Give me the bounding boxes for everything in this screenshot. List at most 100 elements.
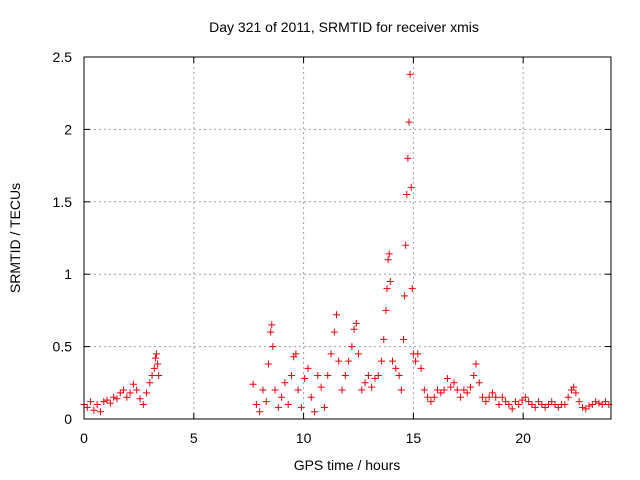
data-point bbox=[406, 70, 414, 78]
data-point bbox=[269, 343, 277, 351]
data-point bbox=[345, 357, 353, 365]
data-point bbox=[262, 398, 270, 406]
data-point bbox=[259, 386, 267, 394]
data-point bbox=[304, 364, 312, 372]
data-point bbox=[447, 383, 455, 391]
axis-ticks: 0 5 10 15 20 0 0.5 1 1.5 2 2.5 bbox=[53, 49, 611, 446]
data-point bbox=[383, 285, 391, 293]
data-point bbox=[148, 372, 156, 380]
y-tick-label: 1 bbox=[64, 266, 72, 282]
data-point bbox=[544, 401, 552, 409]
data-point bbox=[392, 364, 400, 372]
data-point bbox=[386, 277, 394, 285]
data-point bbox=[502, 398, 510, 406]
data-point bbox=[404, 154, 412, 162]
data-point bbox=[453, 386, 461, 394]
y-axis-label: SRMTID / TECUs bbox=[7, 183, 23, 293]
data-point bbox=[120, 386, 128, 394]
data-point bbox=[152, 350, 160, 358]
data-point bbox=[434, 386, 442, 394]
data-point bbox=[106, 399, 114, 407]
data-point bbox=[437, 389, 445, 397]
data-point bbox=[515, 401, 523, 409]
data-point bbox=[541, 403, 549, 411]
data-point bbox=[371, 374, 379, 382]
data-point bbox=[598, 401, 606, 409]
data-point bbox=[83, 403, 91, 411]
data-point bbox=[350, 325, 358, 333]
data-point bbox=[139, 401, 147, 409]
data-point bbox=[402, 241, 410, 249]
x-tick-label: 15 bbox=[406, 430, 422, 446]
data-point bbox=[508, 405, 516, 413]
data-point bbox=[564, 393, 572, 401]
data-point bbox=[457, 393, 465, 401]
data-points bbox=[80, 70, 613, 416]
data-point bbox=[602, 398, 610, 406]
data-point bbox=[495, 401, 503, 409]
data-point bbox=[407, 183, 415, 191]
data-point bbox=[470, 372, 478, 380]
grid-layer bbox=[84, 57, 611, 419]
data-point bbox=[505, 401, 513, 409]
data-point bbox=[554, 403, 562, 411]
data-point bbox=[414, 350, 422, 358]
data-point bbox=[361, 379, 369, 387]
data-point bbox=[420, 386, 428, 394]
data-point bbox=[292, 350, 300, 358]
data-point bbox=[264, 360, 272, 368]
data-point bbox=[327, 350, 335, 358]
data-point bbox=[341, 372, 349, 380]
data-point bbox=[333, 311, 341, 319]
data-point bbox=[466, 383, 474, 391]
data-point bbox=[401, 292, 409, 300]
data-point bbox=[572, 389, 580, 397]
x-tick-label: 20 bbox=[515, 430, 531, 446]
data-point bbox=[116, 389, 124, 397]
data-point bbox=[472, 360, 480, 368]
data-point bbox=[417, 364, 425, 372]
y-tick-label: 0 bbox=[64, 411, 72, 427]
data-point bbox=[595, 399, 603, 407]
x-tick-label: 5 bbox=[190, 430, 198, 446]
data-point bbox=[110, 393, 118, 401]
data-point bbox=[311, 408, 319, 416]
data-point bbox=[146, 379, 154, 387]
data-point bbox=[578, 403, 586, 411]
data-point bbox=[405, 118, 413, 126]
data-point bbox=[368, 383, 376, 391]
data-point bbox=[324, 372, 332, 380]
data-point bbox=[268, 321, 276, 329]
data-point bbox=[450, 379, 458, 387]
data-point bbox=[561, 401, 569, 409]
data-point bbox=[335, 357, 343, 365]
chart-title: Day 321 of 2011, SRMTID for receiver xmi… bbox=[209, 19, 479, 35]
data-point bbox=[274, 403, 282, 411]
data-point bbox=[143, 389, 151, 397]
data-point bbox=[103, 396, 111, 404]
data-point bbox=[87, 398, 95, 406]
data-point bbox=[498, 393, 506, 401]
data-point bbox=[256, 408, 264, 416]
data-point bbox=[123, 393, 131, 401]
data-point bbox=[399, 335, 407, 343]
y-tick-label: 2.5 bbox=[53, 49, 73, 65]
data-point bbox=[389, 357, 397, 365]
data-point bbox=[424, 393, 432, 401]
data-point bbox=[93, 401, 101, 409]
data-point bbox=[525, 398, 533, 406]
data-point bbox=[531, 403, 539, 411]
y-tick-label: 2 bbox=[64, 121, 72, 137]
data-point bbox=[271, 386, 279, 394]
data-point bbox=[460, 386, 468, 394]
data-point bbox=[440, 386, 448, 394]
data-point bbox=[378, 357, 386, 365]
data-point bbox=[427, 398, 435, 406]
data-point bbox=[151, 354, 159, 362]
data-point bbox=[364, 372, 372, 380]
data-point bbox=[548, 398, 556, 406]
data-point bbox=[252, 401, 260, 409]
data-point bbox=[133, 386, 141, 394]
data-point bbox=[374, 372, 382, 380]
data-point bbox=[281, 379, 289, 387]
